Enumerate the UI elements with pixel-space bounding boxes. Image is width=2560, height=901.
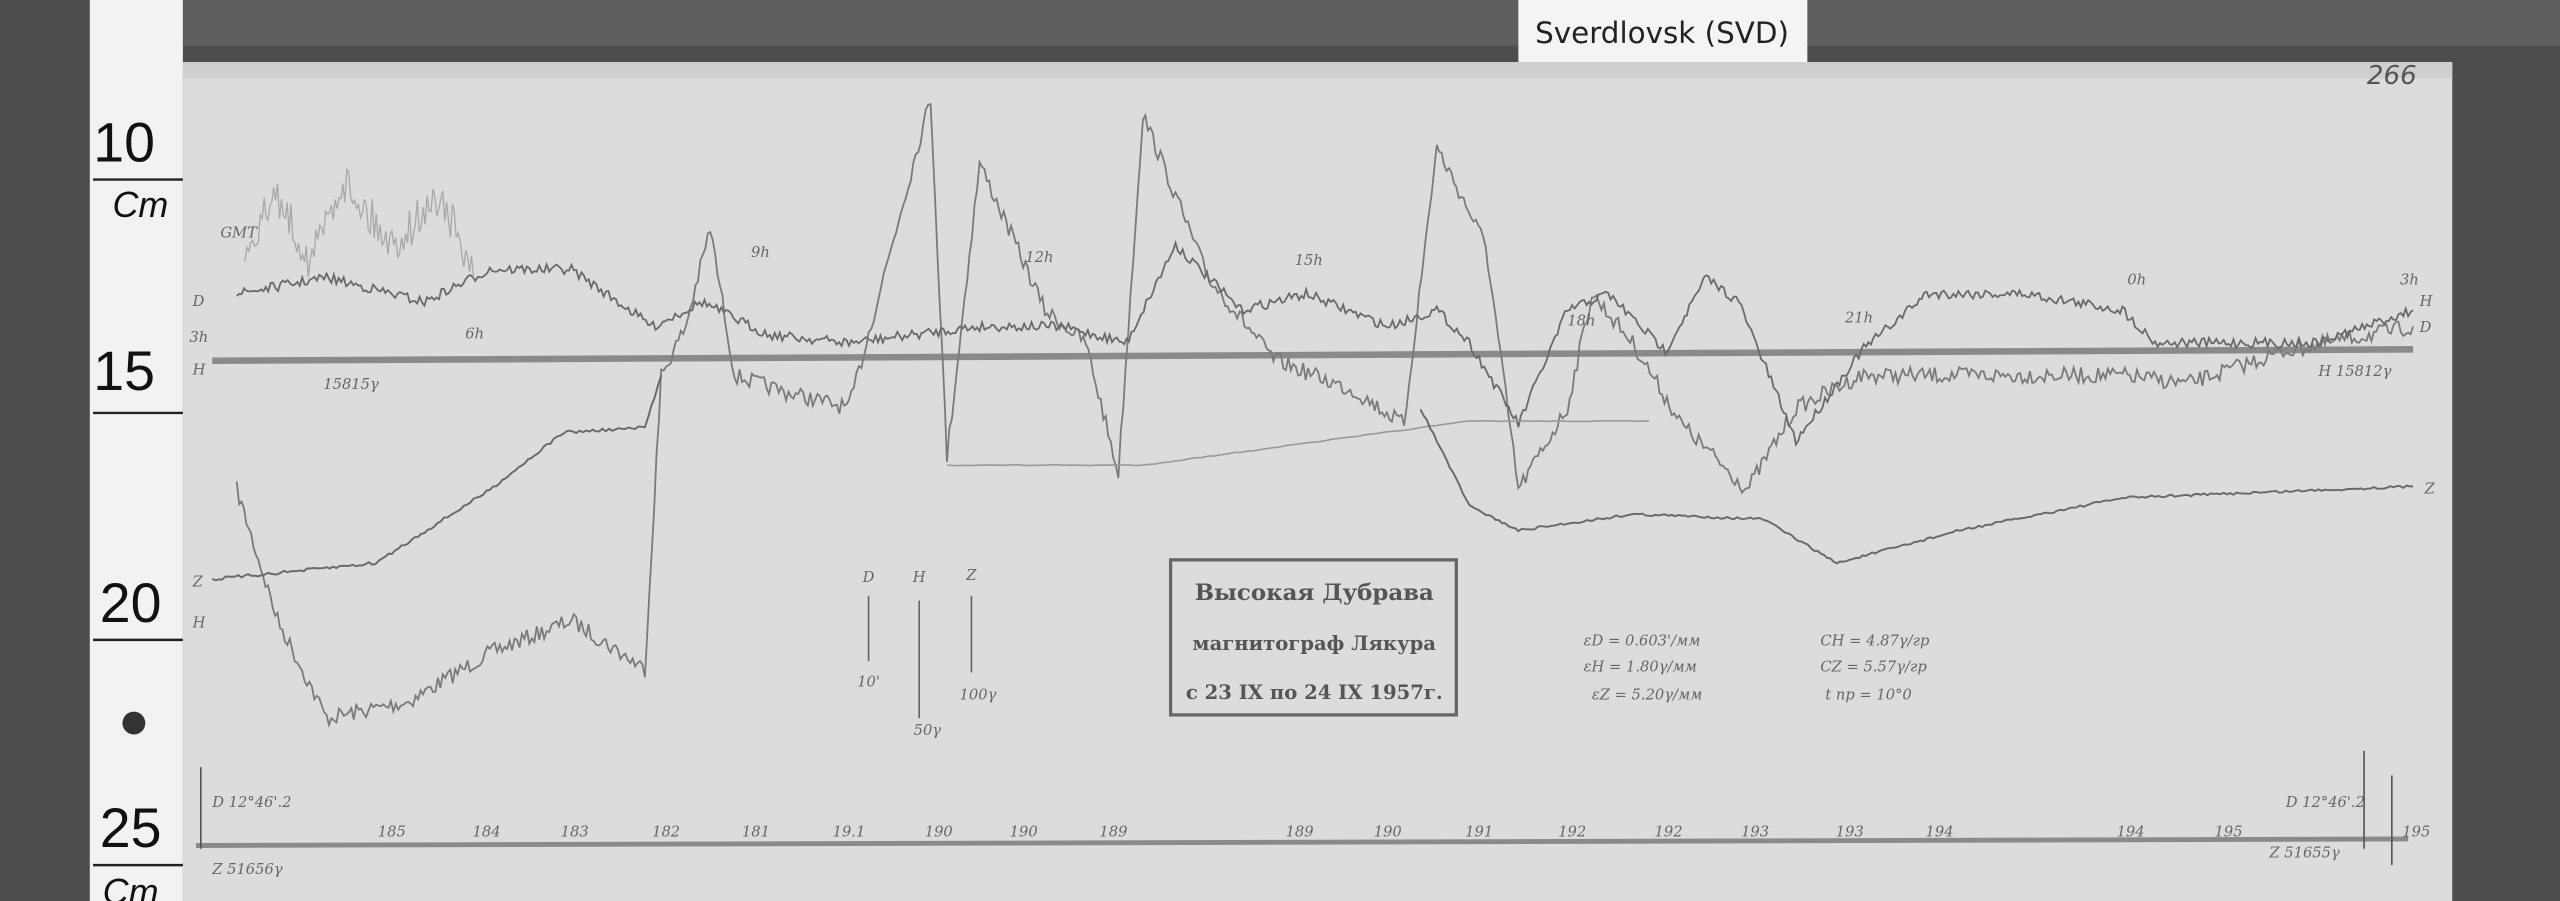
h-trace [235,102,2414,728]
hour-label: 15h [1295,252,1323,269]
station-label: Sverdlovsk (SVD) [1535,16,1789,50]
hour-label: 6h [465,326,484,343]
stamp-line: магнитограф Лякура [1193,632,1437,655]
scale-name: Z [965,567,977,584]
temperature-label: 182 [652,823,680,840]
temperature-label: 193 [1741,823,1769,840]
paper-top-edge [182,62,2453,79]
temperature-label: 190 [925,823,953,840]
stamp: Высокая Дубрава магнитограф Лякура с 23 … [1168,558,1458,717]
hour-label: 0h [2127,272,2146,289]
stamp-line: Высокая Дубрава [1195,580,1434,606]
temperature-label: 194 [2117,823,2145,840]
hour-label: 3h [2400,272,2419,289]
baseline-label: Z 51656γ [211,861,283,878]
hour-label: 21h [1844,309,1873,326]
scale-constant: εD = 0.603'/мм [1584,632,1701,649]
temperature-label: 193 [1836,823,1864,840]
z-trace [211,375,663,582]
right-label: H [2419,293,2434,310]
left-label: H [192,615,207,632]
coefficient: CZ = 5.57γ/гр [1820,659,1927,676]
baseline-label: Z 51655γ [2268,845,2340,862]
scale-value: 100γ [960,686,997,703]
left-label: H [192,362,207,379]
temperature-label: 192 [1558,823,1586,840]
ruler-label: 15 [93,340,155,402]
h-base-value: 15815γ [323,376,379,393]
temperature-label: 183 [561,823,589,840]
traces [211,102,2414,728]
left-label: Z [192,574,204,591]
ruler-label: 10 [93,112,155,174]
ruler-unit: Cm [103,871,159,901]
ruler-label: 25 [100,797,162,859]
ruler-hole [122,711,146,735]
scale-constant: εH = 1.80γ/мм [1584,659,1697,676]
left-label: D [192,293,205,310]
scale-constant: εZ = 5.20γ/мм [1592,686,1703,703]
coefficient: CH = 4.87γ/гр [1820,632,1930,649]
time-label: GMT [220,224,258,241]
ruler-unit: Cm [112,184,168,225]
temperature-label: 189 [1099,823,1127,840]
baseline-label: D 12°46'.2 [2285,794,2365,811]
temperature-label: 195 [2402,823,2430,840]
temperature-label: 195 [2215,823,2243,840]
right-label: D [2419,319,2432,336]
stamp-frame [1168,558,1458,717]
z-trace [1419,408,2414,565]
scale-name: H [912,569,927,586]
temperature-label: 190 [1374,823,1402,840]
scale-value: 10' [857,673,880,690]
sheet-number: 266 [2367,61,2417,91]
ruler-label: 20 [100,572,162,634]
left-label: 3h [189,329,208,346]
temperature-label: 184 [473,823,501,840]
temperature-label: 191 [1465,823,1493,840]
hour-label: 12h [1025,249,1053,266]
temperature-label: 185 [378,823,406,840]
h-baseline [212,346,2414,364]
ruler: 10 Cm 15 20 25 Cm [89,0,183,901]
baseline-label: D 12°46'.2 [211,794,291,811]
stamp-line: с 23 IX по 24 IX 1957г. [1186,681,1443,704]
bottom-baseline [195,836,2409,848]
paper-sheet [182,62,2453,901]
scale-value: 50γ [914,722,942,739]
top-board [163,0,2560,46]
faint-trace [244,168,475,278]
coefficient: t пр = 10°0 [1825,686,1911,703]
temperature-label: 190 [1010,823,1038,840]
ruler-strip [89,0,183,901]
temperature-label: 194 [1926,823,1954,840]
right-label: Z [2423,481,2435,498]
temperature-label: 192 [1655,823,1683,840]
d-trace [236,239,2414,448]
hour-label: 9h [751,244,770,261]
temperature-label: 19.1 [833,823,866,840]
annotations: GMT D 3h H 15815γ Z H H D H 15812γ Z D 1… [189,224,2435,878]
hour-label: 18h [1567,313,1595,330]
station-tag [1518,0,1808,63]
temperature-label: 181 [742,823,770,840]
h-base-value: H 15812γ [2317,363,2391,380]
z-trace [946,419,1649,467]
temperature-label: 189 [1286,823,1314,840]
scale-name: D [862,569,875,586]
